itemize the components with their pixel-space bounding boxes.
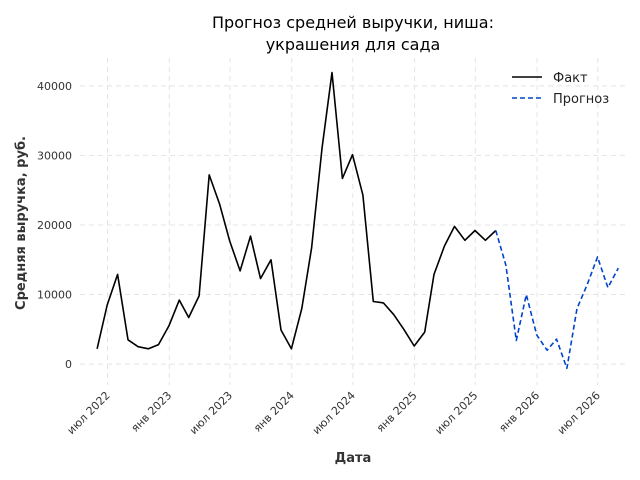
x-tick-label: янв 2024 xyxy=(251,389,297,435)
series-lines xyxy=(96,71,620,370)
y-axis-label: Средняя выручка, руб. xyxy=(14,136,29,310)
y-axis-ticks: 0 10000 20000 30000 40000 xyxy=(37,80,72,371)
series-line-fact xyxy=(96,71,497,350)
chart-title-line-1: Прогноз средней выручки, ниша: xyxy=(212,13,494,32)
x-tick-label: июл 2022 xyxy=(65,389,113,437)
legend-label-forecast: Прогноз xyxy=(553,92,609,107)
legend: Факт Прогноз xyxy=(512,71,609,107)
grid xyxy=(80,58,625,385)
chart-title-line-2: украшения для сада xyxy=(266,35,441,54)
y-tick-label: 30000 xyxy=(37,149,72,162)
x-axis-ticks: июл 2022 янв 2023 июл 2023 янв 2024 июл 2024… xyxy=(65,389,603,437)
y-tick-label: 0 xyxy=(65,358,72,371)
y-tick-label: 10000 xyxy=(37,289,72,302)
x-tick-label: янв 2023 xyxy=(129,389,175,435)
y-tick-label: 40000 xyxy=(37,80,72,93)
x-tick-label: июл 2025 xyxy=(432,389,480,437)
x-axis-label: Дата xyxy=(335,451,372,466)
legend-label-fact: Факт xyxy=(553,71,588,86)
y-tick-label: 20000 xyxy=(37,219,72,232)
x-tick-label: июл 2023 xyxy=(187,389,235,437)
x-tick-label: июл 2026 xyxy=(555,389,603,437)
x-tick-label: янв 2025 xyxy=(374,389,420,435)
series-line-forecast xyxy=(495,230,620,370)
x-tick-label: янв 2026 xyxy=(496,389,542,435)
x-tick-label: июл 2024 xyxy=(310,389,358,437)
